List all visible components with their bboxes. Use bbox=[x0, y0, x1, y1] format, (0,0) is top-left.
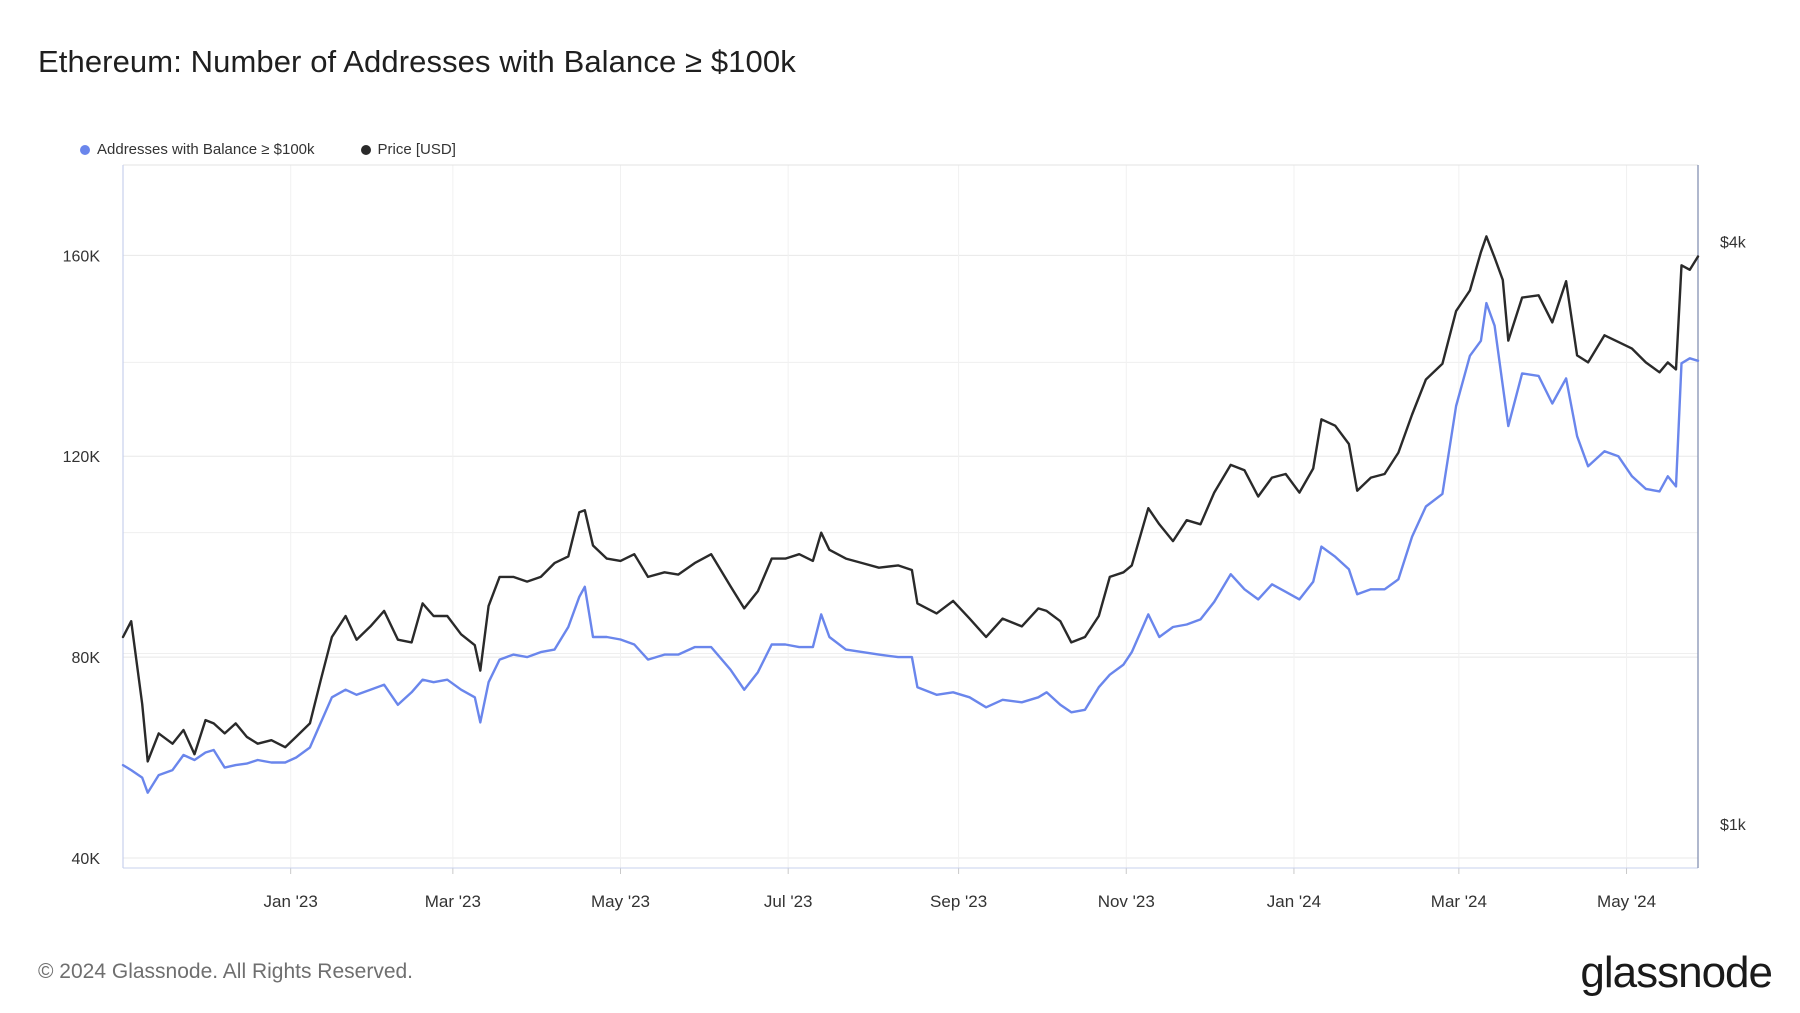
y-left-tick-label: 80K bbox=[72, 650, 101, 667]
x-tick-label: Nov '23 bbox=[1098, 892, 1155, 911]
x-tick-label: Jan '24 bbox=[1267, 892, 1321, 911]
legend-item-price[interactable]: Price [USD] bbox=[360, 141, 456, 158]
series-line-price bbox=[121, 235, 1700, 763]
legend-label-price: Price [USD] bbox=[377, 141, 456, 158]
series-line-addresses bbox=[121, 301, 1700, 794]
legend-item-addresses[interactable]: Addresses with Balance ≥ $100k bbox=[80, 141, 315, 158]
x-tick-label: Mar '23 bbox=[425, 892, 481, 911]
y-left-tick-label: 160K bbox=[63, 248, 101, 265]
x-tick-label: Jul '23 bbox=[764, 892, 813, 911]
x-tick-label: May '23 bbox=[591, 892, 650, 911]
x-tick-label: Sep '23 bbox=[930, 892, 987, 911]
y-left-tick-label: 120K bbox=[63, 449, 101, 466]
legend-swatch-price bbox=[360, 144, 371, 155]
chart-legend: Addresses with Balance ≥ $100k Price [US… bbox=[80, 141, 502, 158]
chart-title: Ethereum: Number of Addresses with Balan… bbox=[38, 44, 796, 79]
x-tick-label: May '24 bbox=[1597, 892, 1656, 911]
x-tick-label: Jan '23 bbox=[264, 892, 318, 911]
legend-label-addresses: Addresses with Balance ≥ $100k bbox=[97, 141, 315, 158]
x-tick-label: Mar '24 bbox=[1431, 892, 1487, 911]
y-right-tick-label: $4k bbox=[1720, 235, 1747, 252]
legend-swatch-addresses bbox=[80, 144, 90, 155]
y-left-tick-label: 40K bbox=[72, 851, 101, 868]
copyright-notice: © 2024 Glassnode. All Rights Reserved. bbox=[38, 960, 414, 983]
y-right-tick-label: $1k bbox=[1720, 817, 1747, 834]
brand-logo[interactable]: glassnode bbox=[1580, 948, 1773, 997]
